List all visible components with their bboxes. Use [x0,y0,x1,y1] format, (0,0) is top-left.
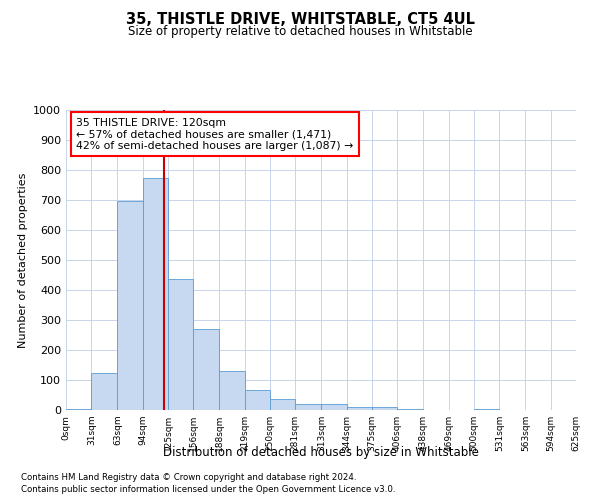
Bar [168,278,193,410]
Bar [397,408,424,410]
Bar [322,404,347,410]
Bar [270,399,295,410]
Y-axis label: Number of detached properties: Number of detached properties [17,172,28,348]
Bar [91,372,118,410]
Bar [220,371,245,410]
Text: Size of property relative to detached houses in Whitstable: Size of property relative to detached ho… [128,25,472,38]
Bar [372,407,397,410]
Bar [245,390,270,410]
Text: Contains HM Land Registry data © Crown copyright and database right 2024.: Contains HM Land Registry data © Crown c… [21,473,356,482]
Bar [118,201,143,410]
Text: 35, THISTLE DRIVE, WHITSTABLE, CT5 4UL: 35, THISTLE DRIVE, WHITSTABLE, CT5 4UL [125,12,475,28]
Text: Distribution of detached houses by size in Whitstable: Distribution of detached houses by size … [163,446,479,459]
Bar [347,407,372,410]
Bar [474,408,499,410]
Bar [66,408,91,410]
Text: 35 THISTLE DRIVE: 120sqm
← 57% of detached houses are smaller (1,471)
42% of sem: 35 THISTLE DRIVE: 120sqm ← 57% of detach… [76,118,353,150]
Bar [143,178,168,410]
Bar [193,329,220,410]
Bar [295,404,322,410]
Text: Contains public sector information licensed under the Open Government Licence v3: Contains public sector information licen… [21,484,395,494]
